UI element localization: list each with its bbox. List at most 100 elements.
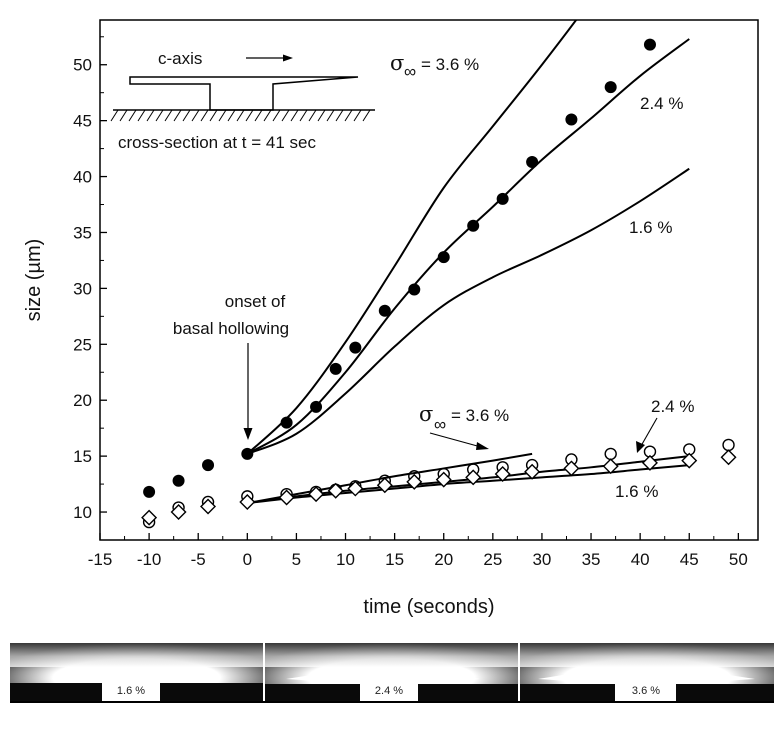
open-diamond-point	[170, 504, 187, 521]
open-circle-point	[604, 447, 617, 461]
hatch-line	[245, 109, 254, 122]
hatch-line	[236, 109, 245, 122]
open-diamond-point	[494, 466, 511, 483]
caxis-label: c-axis	[158, 49, 202, 68]
filled-circle-point	[202, 459, 215, 472]
y-tick-label: 30	[73, 279, 92, 298]
infinity-upper: ∞	[404, 62, 416, 81]
x-tick-label: 0	[243, 550, 252, 569]
hatch-line	[200, 109, 209, 122]
lower-24-pointer-head	[636, 441, 645, 453]
open-diamond-point	[406, 473, 423, 490]
filled-circle-point	[310, 400, 323, 413]
crystal-profile	[129, 76, 359, 111]
open-diamond-point	[563, 460, 580, 477]
x-tick-label: 30	[532, 550, 551, 569]
x-tick-label: 10	[336, 550, 355, 569]
hatch-line	[209, 109, 218, 122]
y-axis-title: size (µm)	[23, 239, 45, 322]
filled-circle-point	[437, 251, 450, 264]
y-tick-label: 10	[73, 503, 92, 522]
curve-1	[246, 38, 690, 455]
panel-36: 3.6 %	[520, 643, 774, 701]
filled-circle-point	[378, 304, 391, 317]
y-tick-label: 15	[73, 447, 92, 466]
y-tick-label: 25	[73, 335, 92, 354]
crystal-schematic: c-axis cross-section at t = 41 sec	[110, 49, 375, 152]
x-tick-label: -5	[191, 550, 206, 569]
hatch-line	[137, 109, 146, 122]
filled-circle-point	[604, 81, 617, 94]
filled-circle-point	[496, 192, 509, 205]
hatch-line	[290, 109, 299, 122]
sigma-upper: σ	[390, 51, 404, 75]
filled-circle-point	[408, 283, 421, 296]
x-tick-label: 45	[680, 550, 699, 569]
open-diamond-point	[681, 452, 698, 469]
x-tick-label: -10	[137, 550, 162, 569]
open-diamond-point	[239, 493, 256, 510]
curve-3	[247, 452, 533, 505]
y-tick-label: 20	[73, 391, 92, 410]
cross-section-label: cross-section at t = 41 sec	[118, 133, 316, 152]
filled-circle-point	[349, 341, 362, 354]
x-tick-label: 20	[434, 550, 453, 569]
filled-circle-point	[172, 474, 185, 487]
hatch-line	[146, 109, 155, 122]
filled-circle-point	[143, 485, 156, 498]
hatch-line	[326, 109, 335, 122]
y-tick-label: 35	[73, 223, 92, 242]
panel-24: 2.4 %	[265, 643, 518, 701]
x-tick-label: 40	[631, 550, 650, 569]
open-diamond-point	[641, 454, 658, 471]
x-tick-label: -15	[88, 550, 113, 569]
hatch-line	[218, 109, 227, 122]
lower-36-pointer-head	[476, 442, 489, 450]
y-tick-label: 45	[73, 112, 92, 131]
open-diamond-point	[278, 489, 295, 506]
label-lower-16: 1.6 %	[615, 482, 658, 501]
hatch-line	[110, 109, 119, 122]
plot-frame	[99, 19, 759, 541]
lower-36-pointer	[429, 432, 482, 448]
hatch-line	[263, 109, 272, 122]
open-diamond-point	[200, 498, 217, 515]
hatch-line	[227, 109, 236, 122]
y-tick-label: 40	[73, 168, 92, 187]
lower-24-pointer	[640, 417, 658, 447]
panel-16: 1.6 %	[10, 643, 263, 701]
open-diamond-point	[602, 458, 619, 475]
infinity-lower: ∞	[434, 415, 446, 434]
open-diamond-point	[308, 486, 325, 503]
panel-label-24: 2.4 %	[375, 685, 403, 697]
hatch-line	[254, 109, 263, 122]
panel-label-16: 1.6 %	[117, 685, 145, 697]
hatch-line	[353, 109, 362, 122]
hatch-line	[281, 109, 290, 122]
hatch-line	[362, 109, 371, 122]
hatch-line	[173, 109, 182, 122]
model-curves	[246, 20, 690, 505]
caxis-arrowhead	[283, 54, 293, 62]
x-tick-label: 50	[729, 550, 748, 569]
x-tick-label: 35	[582, 550, 601, 569]
label-upper-36: = 3.6 %	[421, 55, 479, 74]
label-upper-16: 1.6 %	[629, 218, 672, 237]
onset-arrowhead	[243, 428, 253, 440]
panel-label-36: 3.6 %	[632, 685, 660, 697]
hatch-line	[335, 109, 344, 122]
x-tick-label: 25	[483, 550, 502, 569]
open-diamond-point	[141, 509, 158, 526]
substrate-hatching	[110, 109, 371, 122]
hatch-line	[344, 109, 353, 122]
x-tick-label: 5	[292, 550, 301, 569]
curve-0	[246, 20, 578, 455]
hatch-line	[119, 109, 128, 122]
x-axis-title: time (seconds)	[363, 596, 494, 618]
hatch-line	[299, 109, 308, 122]
open-diamond-point	[327, 482, 344, 499]
label-lower-24: 2.4 %	[651, 397, 694, 416]
y-tick-label: 50	[73, 56, 92, 75]
hatch-line	[317, 109, 326, 122]
open-circle-point	[722, 438, 735, 452]
